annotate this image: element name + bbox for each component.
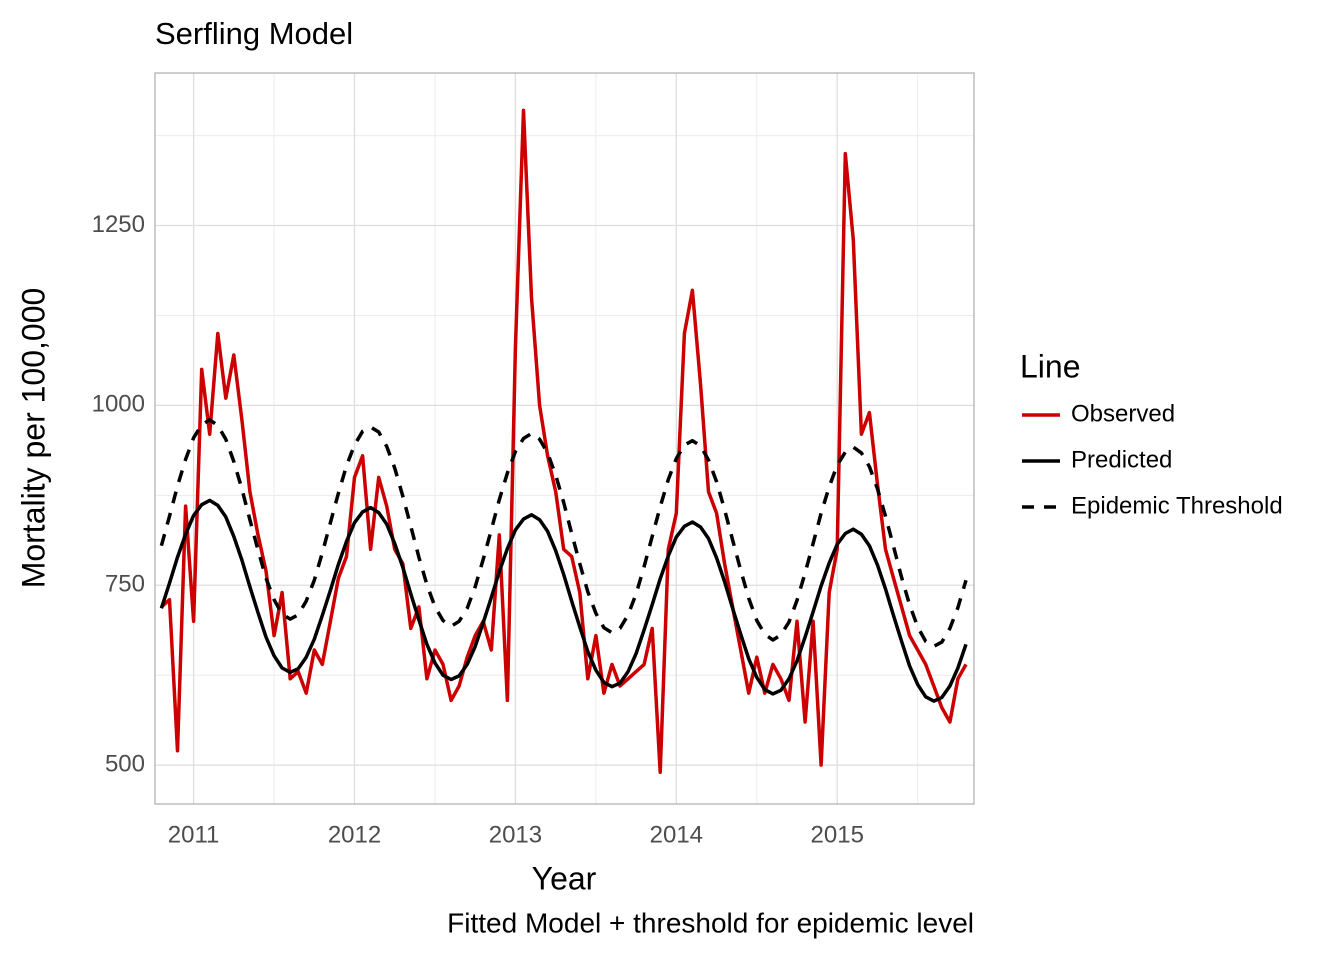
chart-title: Serfling Model (155, 16, 353, 51)
plot-border (154, 72, 975, 805)
x-tick-label: 2014 (650, 821, 703, 848)
y-axis-label: Mortality per 100,000 (15, 288, 51, 589)
x-tick-label: 2012 (328, 821, 381, 848)
series-line (159, 418, 968, 649)
series-line (159, 498, 968, 703)
x-tick-label: 2011 (168, 821, 220, 848)
caption: Fitted Model + threshold for epidemic le… (447, 907, 974, 938)
x-axis-label: Year (532, 860, 597, 896)
series-line (160, 108, 968, 775)
legend-title: Line (1020, 348, 1081, 384)
y-tick-label: 500 (105, 750, 145, 777)
x-tick-label: 2015 (811, 821, 864, 848)
y-tick-label: 1250 (92, 211, 145, 238)
y-tick-label: 1000 (92, 391, 145, 418)
y-tick-label: 750 (105, 571, 145, 598)
x-tick-label: 2013 (489, 821, 542, 848)
legend-label: Predicted (1071, 446, 1172, 473)
legend-label: Observed (1071, 400, 1175, 427)
legend-label: Epidemic Threshold (1071, 492, 1283, 519)
